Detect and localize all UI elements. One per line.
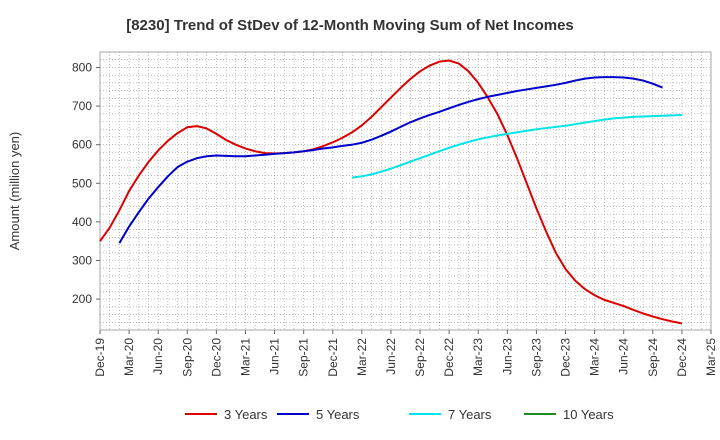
chart-title: [8230] Trend of StDev of 12-Month Moving…	[126, 17, 574, 34]
x-axis-ticks: Dec-19 Mar-20 Jun-20 Sep-20 Dec-20 Mar-21 Jun-…	[93, 330, 718, 377]
legend-label: 7 Years	[448, 407, 492, 422]
legend-label: 10 Years	[563, 407, 614, 422]
y-tick-label: 500	[72, 176, 92, 190]
legend-label: 5 Years	[316, 407, 360, 422]
x-tick-label: Mar-25	[704, 338, 718, 376]
plot-area	[99, 51, 712, 331]
x-tick-label: Sep-24	[646, 338, 660, 377]
x-tick-label: Jun-21	[268, 338, 282, 375]
x-tick-label: Sep-20	[180, 338, 194, 377]
x-tick-label: Mar-21	[238, 338, 252, 376]
legend: 3 Years 5 Years 7 Years 10 Years	[185, 407, 614, 422]
x-tick-label: Jun-23	[500, 338, 514, 375]
y-axis-label: Amount (million yen)	[7, 132, 22, 251]
y-tick-label: 800	[72, 60, 92, 74]
series-lines	[99, 59, 683, 325]
x-tick-label: Dec-24	[675, 338, 689, 377]
x-tick-label: Sep-21	[297, 338, 311, 377]
grid-lines	[99, 51, 712, 331]
y-tick-label: 200	[72, 292, 92, 306]
x-tick-label: Jun-24	[617, 338, 631, 375]
x-tick-label: Sep-22	[413, 338, 427, 377]
x-tick-label: Mar-24	[588, 338, 602, 376]
x-tick-label: Dec-19	[93, 338, 107, 377]
x-tick-label: Jun-22	[384, 338, 398, 375]
y-tick-label: 300	[72, 254, 92, 268]
y-tick-label: 600	[72, 138, 92, 152]
x-tick-label: Dec-21	[326, 338, 340, 377]
x-tick-label: Dec-22	[442, 338, 456, 377]
legend-label: 3 Years	[224, 407, 268, 422]
x-tick-label: Mar-23	[471, 338, 485, 376]
x-tick-label: Jun-20	[151, 338, 165, 375]
y-axis-ticks: 200 300 400 500 600 700 800	[72, 60, 100, 306]
x-tick-label: Dec-20	[209, 338, 223, 377]
series-line-3	[352, 113, 682, 179]
x-tick-label: Sep-23	[529, 338, 543, 377]
series-line-1	[99, 59, 683, 325]
x-tick-label: Mar-22	[355, 338, 369, 376]
x-tick-label: Mar-20	[122, 338, 136, 376]
y-tick-label: 700	[72, 99, 92, 113]
y-tick-label: 400	[72, 215, 92, 229]
series-line-2	[118, 76, 663, 244]
x-tick-label: Dec-23	[559, 338, 573, 377]
